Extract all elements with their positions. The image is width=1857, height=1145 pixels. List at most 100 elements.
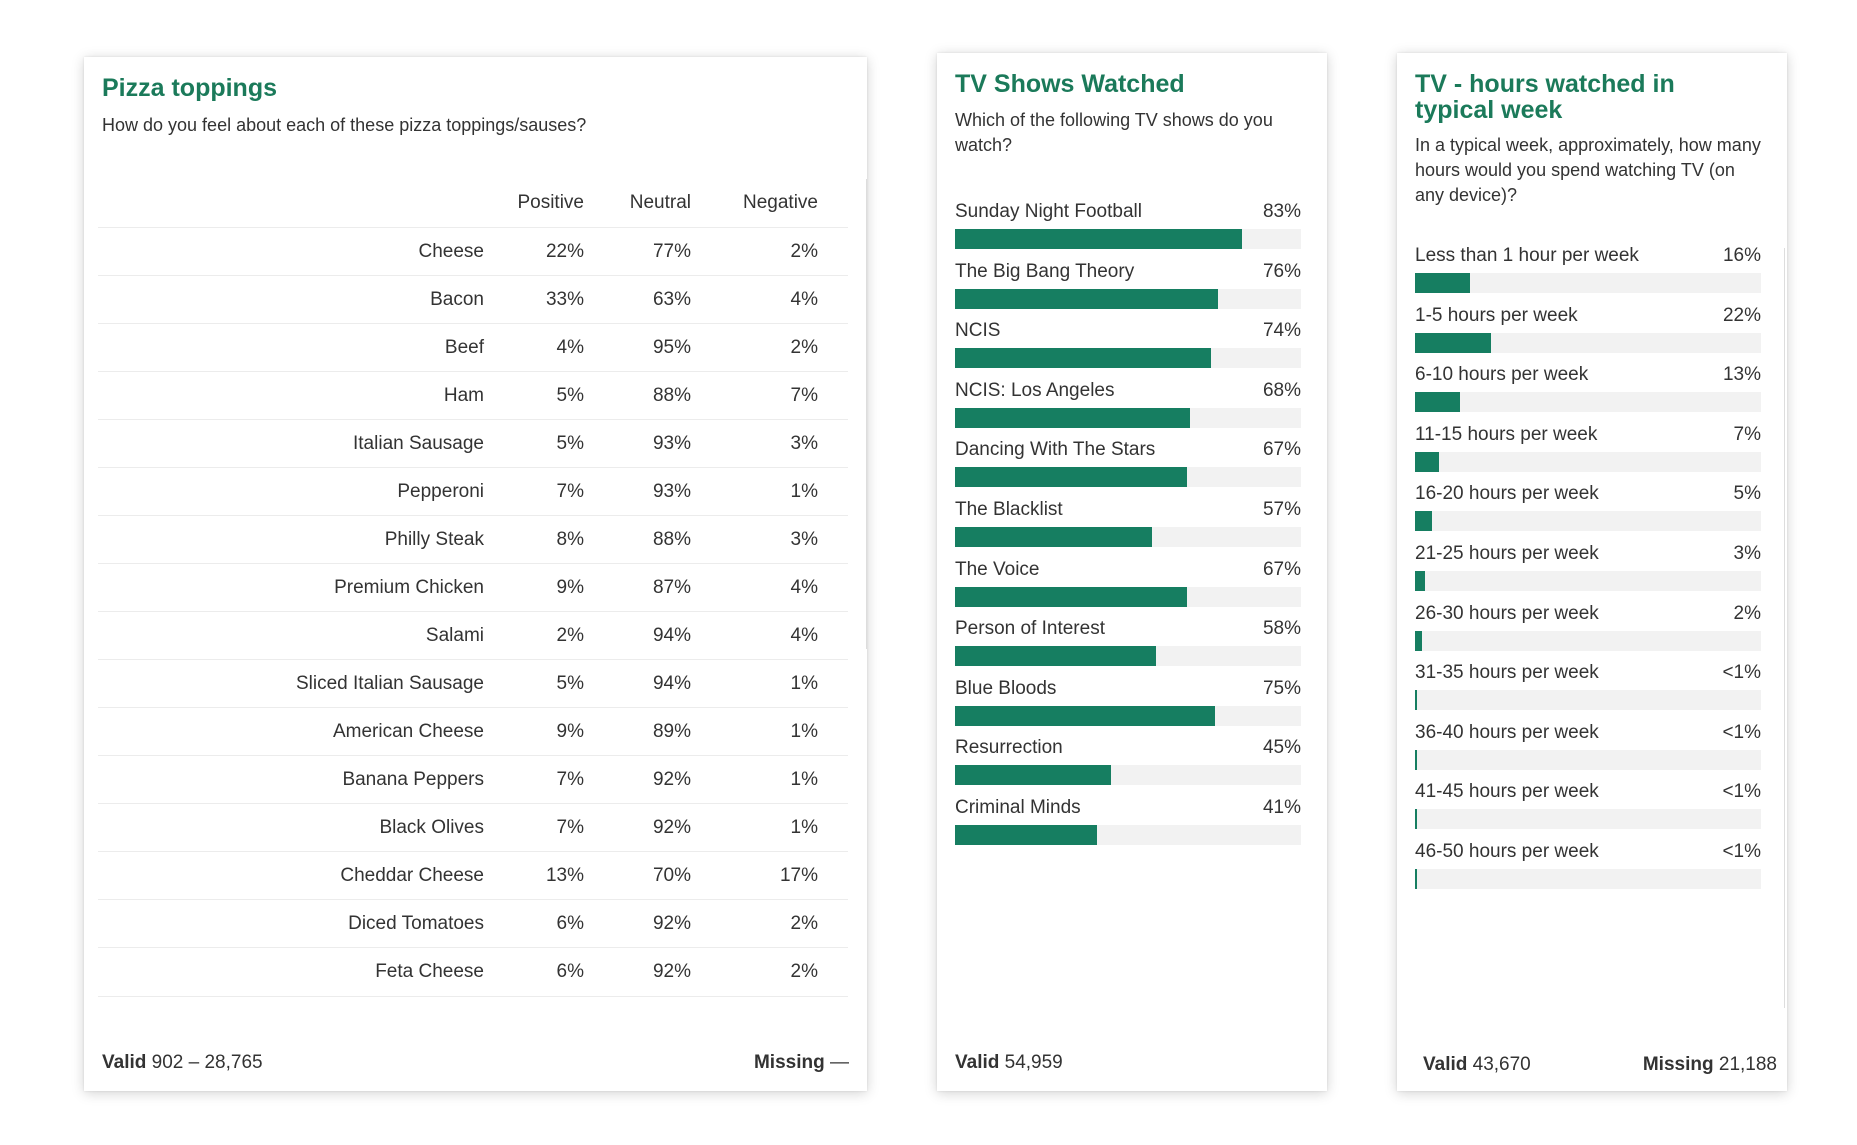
bar: [1415, 690, 1417, 711]
valid-value: 54,959: [1004, 1052, 1063, 1073]
bar: [955, 705, 1215, 726]
bar-track: [955, 527, 1301, 547]
bar-item: Criminal Minds 41%: [955, 795, 1301, 855]
table-row: American Cheese 9% 89% 1%: [98, 707, 848, 756]
hours-subtitle: In a typical week, approximately, how ma…: [1415, 135, 1761, 205]
table-row: Salami 2% 94% 4%: [98, 611, 848, 660]
table-row: Pepperoni 7% 93% 1%: [98, 467, 848, 516]
bar: [1415, 809, 1417, 830]
table-row: Banana Peppers 7% 92% 1%: [98, 755, 848, 804]
table-row: Premium Chicken 9% 87% 4%: [98, 563, 848, 612]
bar-item: NCIS: Los Angeles 68%: [955, 378, 1301, 438]
bar-label: 1-5 hours per week: [1415, 304, 1578, 326]
bar-label: 26-30 hours per week: [1415, 602, 1599, 624]
pizza-title: Pizza toppings: [102, 74, 277, 102]
bar-track: [1415, 451, 1761, 472]
positive-value: 22%: [545, 241, 584, 262]
positive-value: 9%: [556, 577, 584, 598]
shows-footer-valid: Valid 54,959: [955, 1051, 1063, 1075]
hours-scrollbar[interactable]: [1784, 248, 1785, 1008]
bar-track: [955, 646, 1301, 667]
negative-value: 2%: [790, 913, 818, 934]
bar-track: [955, 229, 1301, 249]
bar-label: 31-35 hours per week: [1415, 662, 1599, 684]
table-row: Feta Cheese 6% 92% 2%: [98, 947, 848, 997]
positive-value: 7%: [556, 769, 584, 790]
pizza-footer-missing: Missing —: [754, 1051, 849, 1075]
bar: [1415, 273, 1470, 293]
missing-value: 21,188: [1718, 1054, 1777, 1075]
table-row: Beef 4% 95% 2%: [98, 323, 848, 372]
positive-value: 9%: [556, 721, 584, 742]
negative-value: 1%: [790, 769, 818, 790]
row-label: Cheese: [418, 241, 485, 262]
neutral-value: 92%: [652, 817, 691, 838]
bar-value-label: 41%: [1262, 797, 1301, 818]
bar-track: [1415, 511, 1761, 532]
table-row: Cheese 22% 77% 2%: [98, 227, 848, 276]
bar-label: Person of Interest: [955, 618, 1105, 640]
negative-value: 2%: [790, 337, 818, 358]
bar-track: [1415, 392, 1761, 413]
valid-label: Valid: [102, 1052, 147, 1073]
positive-value: 33%: [545, 289, 584, 310]
tv-shows-card: TV Shows Watched Which of the following …: [937, 53, 1327, 1091]
bar: [955, 288, 1218, 309]
bar-label: Dancing With The Stars: [955, 439, 1156, 461]
missing-label: Missing: [753, 1052, 825, 1073]
hours-footer-missing: Missing 21,188: [1643, 1053, 1777, 1077]
bar-value-label: 67%: [1262, 558, 1301, 580]
negative-value: 1%: [790, 721, 818, 742]
row-label: Feta Cheese: [375, 961, 484, 982]
bar-track: [1415, 690, 1761, 711]
row-label: Premium Chicken: [334, 577, 484, 598]
table-row: Italian Sausage 5% 93% 3%: [98, 419, 848, 468]
bar-track: [1415, 571, 1761, 591]
neutral-value: 95%: [652, 337, 691, 358]
bar-label: 11-15 hours per week: [1415, 423, 1598, 445]
bar-item: NCIS 74%: [955, 318, 1301, 378]
bar-label: Blue Bloods: [955, 677, 1057, 699]
bar-value-label: 75%: [1262, 677, 1301, 699]
bar-item: Less than 1 hour per week 16%: [1415, 243, 1761, 303]
bar-item: Sunday Night Football 83%: [955, 199, 1301, 259]
bar: [955, 527, 1152, 547]
bar-value-label: 83%: [1262, 201, 1301, 222]
bar: [1415, 392, 1460, 413]
row-label: Ham: [443, 385, 484, 406]
bar-value-label: 13%: [1722, 364, 1761, 386]
bar: [1415, 451, 1439, 472]
row-label: Black Olives: [379, 817, 484, 838]
bar-value-label: <1%: [1722, 662, 1761, 684]
bar-track: [955, 765, 1301, 786]
positive-value: 7%: [556, 481, 584, 502]
table-row: Sliced Italian Sausage 5% 94% 1%: [98, 659, 848, 708]
negative-value: 2%: [790, 961, 818, 982]
bar-item: 11-15 hours per week 7%: [1415, 422, 1761, 482]
bar-item: 46-50 hours per week <1%: [1415, 839, 1761, 899]
bar-label: 16-20 hours per week: [1415, 483, 1599, 505]
bar-item: Resurrection 45%: [955, 735, 1301, 795]
positive-value: 6%: [556, 913, 584, 934]
col-positive: Positive: [517, 192, 584, 213]
negative-value: 4%: [790, 625, 818, 646]
pizza-table-header: Positive Neutral Negative: [98, 179, 848, 227]
table-row: Bacon 33% 63% 4%: [98, 275, 848, 324]
pizza-footer-valid: Valid 902 – 28,765: [102, 1051, 263, 1075]
bar-value-label: 5%: [1733, 483, 1761, 505]
table-row: Black Olives 7% 92% 1%: [98, 803, 848, 852]
bar-track: [955, 407, 1301, 428]
neutral-value: 93%: [652, 433, 691, 454]
tv-hours-card: TV - hours watched in typical week In a …: [1397, 53, 1787, 1091]
valid-value: 902 – 28,765: [151, 1052, 263, 1073]
positive-value: 6%: [556, 961, 584, 982]
pizza-scrollbar[interactable]: [866, 179, 867, 649]
bar-value-label: <1%: [1722, 781, 1761, 803]
table-row: Diced Tomatoes 6% 92% 2%: [98, 899, 848, 948]
bar: [955, 348, 1211, 369]
bar-label: 41-45 hours per week: [1415, 781, 1599, 803]
pizza-toppings-card: Pizza toppings How do you feel about eac…: [84, 57, 867, 1091]
col-negative: Negative: [743, 192, 818, 213]
bar-track: [1415, 869, 1761, 889]
positive-value: 13%: [545, 865, 584, 886]
